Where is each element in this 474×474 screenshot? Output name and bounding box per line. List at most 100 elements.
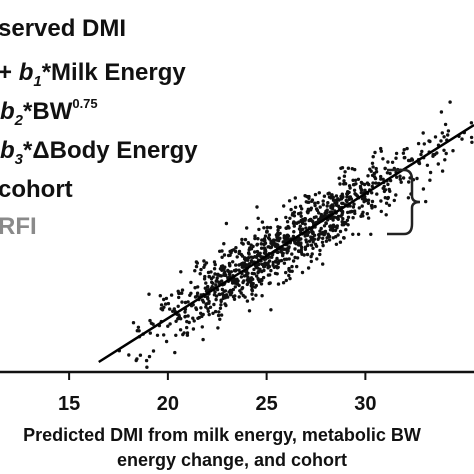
scatter-point [231, 295, 236, 299]
scatter-point [291, 211, 295, 216]
scatter-point [249, 282, 254, 286]
scatter-point [436, 162, 440, 166]
scatter-point [219, 303, 223, 307]
scatter-point [204, 302, 208, 306]
scatter-point [352, 188, 357, 192]
scatter-point [232, 248, 236, 252]
scatter-point [265, 225, 270, 230]
scatter-point [358, 184, 363, 189]
scatter-point [275, 235, 279, 239]
scatter-point [310, 252, 314, 256]
scatter-point [213, 262, 217, 267]
scatter-point [371, 165, 375, 169]
scatter-point [188, 293, 192, 297]
scatter-point [232, 297, 237, 301]
scatter-point [168, 322, 172, 326]
scatter-point [365, 181, 370, 185]
scatter-point [334, 235, 338, 239]
scatter-point [251, 297, 255, 301]
scatter-point [347, 184, 352, 188]
scatter-point [308, 207, 312, 212]
scatter-point [254, 293, 258, 297]
scatter-point [206, 309, 210, 313]
scatter-point [147, 292, 151, 296]
scatter-point [384, 213, 388, 217]
scatter-point [206, 288, 210, 292]
scatter-point [346, 210, 350, 215]
scatter-point [251, 244, 255, 249]
scatter-point [309, 254, 313, 259]
scatter-point [344, 228, 348, 232]
scatter-point [159, 303, 164, 307]
scatter-point [439, 139, 443, 143]
scatter-point [183, 315, 187, 319]
scatter-point [470, 140, 474, 144]
scatter-point [427, 139, 431, 143]
scatter-point [386, 182, 390, 187]
scatter-point [325, 208, 329, 212]
scatter-point [284, 278, 288, 283]
scatter-point [318, 252, 322, 257]
scatter-point [185, 325, 189, 330]
scatter-point [394, 156, 398, 160]
scatter-point [214, 283, 218, 287]
scatter-point [307, 200, 311, 204]
scatter-point [394, 193, 398, 197]
scatter-point [332, 225, 337, 229]
scatter-point [147, 354, 152, 359]
scatter-point [219, 267, 223, 271]
scatter-point [196, 316, 200, 320]
scatter-point [401, 176, 406, 180]
scatter-point [390, 160, 395, 164]
scatter-point [442, 148, 446, 152]
scatter-point [200, 298, 205, 302]
scatter-point [421, 131, 425, 135]
scatter-point [304, 226, 308, 230]
scatter-point [214, 297, 218, 302]
scatter-point [443, 122, 448, 127]
scatter-point [200, 325, 204, 329]
equation-line-2: + b1*Milk Energy [0, 59, 186, 90]
scatter-point [212, 267, 217, 271]
scatter-point [279, 250, 283, 254]
scatter-point [398, 174, 402, 178]
scatter-point [312, 233, 317, 237]
scatter-point [287, 266, 291, 271]
scatter-point [298, 224, 302, 228]
scatter-point [257, 251, 261, 256]
scatter-point [292, 230, 296, 234]
scatter-point [304, 200, 308, 204]
scatter-point [217, 280, 221, 284]
scatter-point [260, 294, 264, 298]
scatter-point [322, 194, 327, 198]
scatter-point [281, 281, 286, 285]
scatter-point [263, 234, 268, 238]
scatter-point [287, 257, 291, 261]
scatter-point [382, 189, 387, 194]
scatter-point [372, 171, 376, 175]
scatter-point [262, 264, 266, 269]
scatter-point [216, 313, 221, 318]
scatter-point [174, 319, 178, 323]
scatter-point [406, 196, 411, 200]
scatter-point [246, 251, 251, 255]
scatter-point [336, 204, 341, 208]
scatter-point [277, 259, 281, 263]
scatter-point [268, 273, 272, 277]
scatter-point [222, 242, 226, 246]
scatter-point [217, 310, 221, 314]
scatter-point [135, 329, 139, 333]
scatter-point [299, 214, 303, 218]
scatter-point [240, 265, 244, 269]
scatter-point [345, 195, 349, 199]
scatter-point [307, 239, 312, 243]
scatter-point [374, 166, 378, 171]
scatter-point [268, 225, 273, 230]
scatter-point [213, 309, 218, 314]
scatter-point [374, 181, 378, 185]
scatter-point [245, 226, 249, 230]
scatter-point [199, 267, 203, 272]
scatter-point [180, 300, 184, 304]
scatter-point [194, 264, 199, 269]
scatter-point [275, 250, 279, 254]
